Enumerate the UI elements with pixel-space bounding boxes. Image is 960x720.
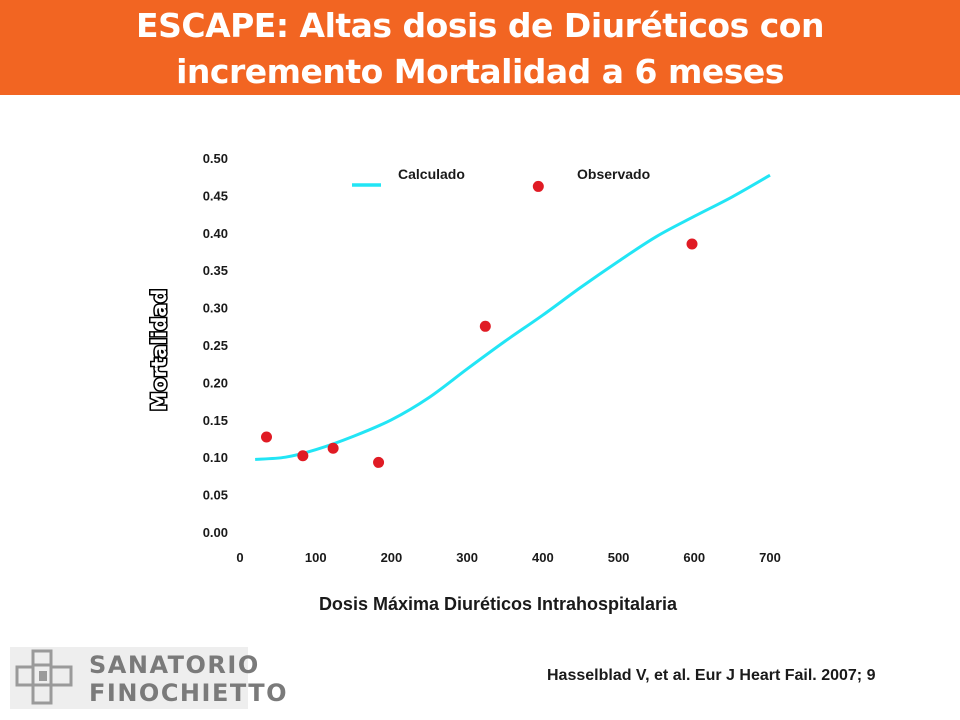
y-tick-label: 0.15 xyxy=(203,413,228,428)
y-axis-label: Mortalidad xyxy=(147,289,171,411)
calculated-curve xyxy=(255,173,771,461)
x-tick-label: 400 xyxy=(532,550,554,565)
y-tick-label: 0.05 xyxy=(203,488,228,503)
x-tick-label: 100 xyxy=(305,550,327,565)
y-tick-label: 0.20 xyxy=(203,375,228,390)
x-tick-label: 300 xyxy=(456,550,478,565)
y-tick-label: 0.45 xyxy=(203,188,228,203)
observed-point xyxy=(261,431,272,443)
y-tick-label: 0.50 xyxy=(203,151,228,166)
x-tick-label: 500 xyxy=(608,550,630,565)
title-line-2: incremento Mortalidad a 6 meses xyxy=(176,52,784,91)
citation: Hasselblad V, et al. Eur J Heart Fail. 2… xyxy=(547,667,876,684)
x-tick-label: 200 xyxy=(381,550,403,565)
observed-point xyxy=(532,180,544,192)
observed-point xyxy=(479,320,491,332)
x-tick-label: 700 xyxy=(759,550,781,565)
observed-point xyxy=(373,456,385,468)
x-axis-label: Dosis Máxima Diuréticos Intrahospitalari… xyxy=(319,594,678,614)
title-banner: ESCAPE: Altas dosis de Diuréticos con in… xyxy=(0,0,960,95)
observed-point xyxy=(327,442,339,454)
cross-logo-icon xyxy=(15,649,73,705)
observed-points xyxy=(261,180,698,468)
logo-text-line-2: FINOCHIETTO xyxy=(89,679,289,707)
legend: Calculado Observado xyxy=(352,166,650,187)
title-line-1: ESCAPE: Altas dosis de Diuréticos con xyxy=(136,6,824,45)
legend-label-calculado: Calculado xyxy=(398,166,465,182)
y-tick-label: 0.30 xyxy=(203,301,228,316)
y-tick-label: 0.10 xyxy=(203,450,228,465)
x-axis-ticks: 0 100 200 300 400 500 600 700 xyxy=(236,550,780,565)
x-tick-label: 0 xyxy=(236,550,243,565)
legend-label-observado: Observado xyxy=(577,166,650,182)
y-tick-label: 0.00 xyxy=(203,525,228,540)
y-tick-label: 0.40 xyxy=(203,226,228,241)
observed-point xyxy=(686,238,698,250)
logo-text-line-1: SANATORIO xyxy=(89,651,260,679)
observed-point xyxy=(297,450,309,462)
y-axis-ticks: 0.00 0.05 0.10 0.15 0.20 0.25 0.30 0.35 0.40 0.45… xyxy=(203,151,228,540)
y-tick-label: 0.25 xyxy=(203,338,228,353)
x-tick-label: 600 xyxy=(683,550,705,565)
y-tick-label: 0.35 xyxy=(203,263,228,278)
sanatorio-logo: SANATORIO FINOCHIETTO xyxy=(10,647,287,709)
